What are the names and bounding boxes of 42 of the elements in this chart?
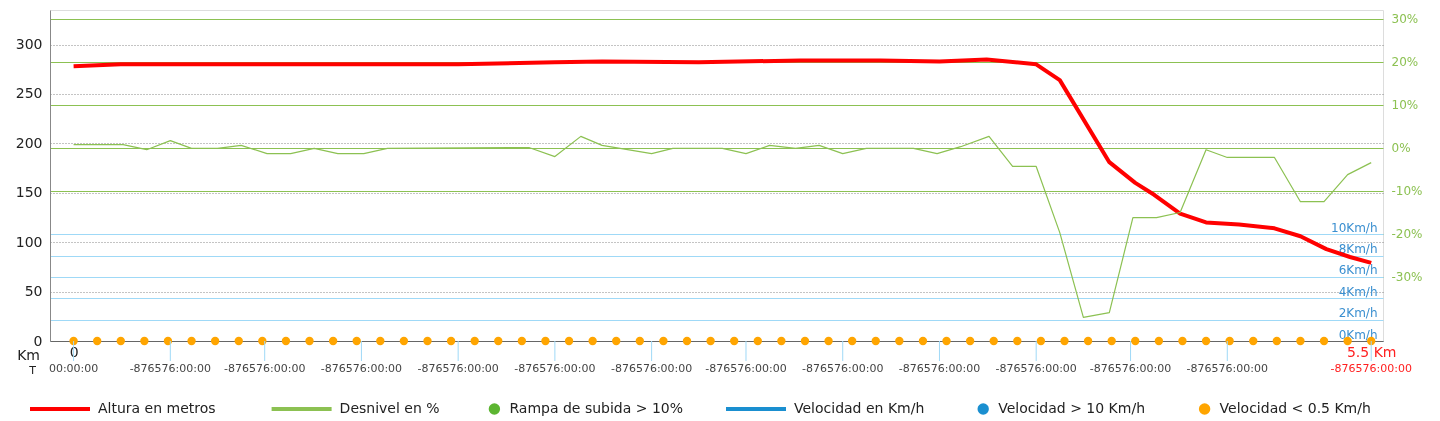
y2-tick-label: 20% [1391, 55, 1419, 70]
annotation: -876576:00:00 [1186, 362, 1268, 375]
annotation: -876576:00:00 [610, 362, 693, 375]
y-tick-label: 100 [15, 233, 43, 250]
annotation: -876576:00:00 [514, 362, 596, 375]
y3-tick-label: 8Km/h [1338, 242, 1378, 257]
y3-tick-label: 6Km/h [1338, 263, 1378, 278]
legend-label: Desnivel en % [339, 400, 440, 416]
y2-tick-label: -10% [1391, 184, 1423, 199]
annotation: -876576:00:00 [1089, 362, 1172, 375]
y-tick-label: 300 [15, 36, 43, 53]
annotation: -876576:00:00 [802, 362, 884, 375]
annotation: -876576:00:00 [898, 362, 981, 375]
y2-tick-label: 30% [1391, 12, 1419, 27]
annotation: -876576:00:00 [417, 362, 499, 375]
annotation: 00:00:00 [48, 362, 99, 375]
y-tick-label: 0 [33, 332, 43, 349]
legend-label: Velocidad en Km/h [794, 400, 925, 416]
y-tick-label: 150 [15, 184, 43, 201]
y3-tick-label: 2Km/h [1338, 306, 1378, 321]
legend-label: Velocidad > 10 Km/h [998, 400, 1146, 416]
y3-tick-label: 4Km/h [1338, 284, 1378, 299]
annotation: -876576:00:00 [705, 362, 787, 375]
y2-tick-label: 0% [1391, 141, 1411, 156]
x-axis-title: Km [17, 347, 40, 363]
y-tick-label: 50 [24, 283, 43, 300]
legend-label: Rampa de subida > 10% [509, 400, 684, 416]
annotation: -876576:00:00 [224, 362, 306, 375]
text: T [28, 364, 37, 377]
y2-tick-label: -20% [1391, 227, 1423, 242]
x-tick-label: 5.5 Km [1346, 343, 1397, 360]
y3-tick-label: 10Km/h [1331, 220, 1378, 235]
legend-label: Altura en metros [98, 400, 216, 416]
y2-tick-label: -30% [1391, 270, 1423, 285]
annotation: -876576:00:00 [1330, 362, 1412, 375]
annotation: -876576:00:00 [129, 362, 212, 375]
y-tick-label: 250 [15, 85, 43, 102]
y-tick-label: 200 [15, 134, 43, 151]
annotation: -876576:00:00 [320, 362, 403, 375]
y2-tick-label: 10% [1391, 98, 1419, 113]
legend-label: Velocidad < 0.5 Km/h [1219, 400, 1371, 416]
annotation: -876576:00:00 [995, 362, 1077, 375]
